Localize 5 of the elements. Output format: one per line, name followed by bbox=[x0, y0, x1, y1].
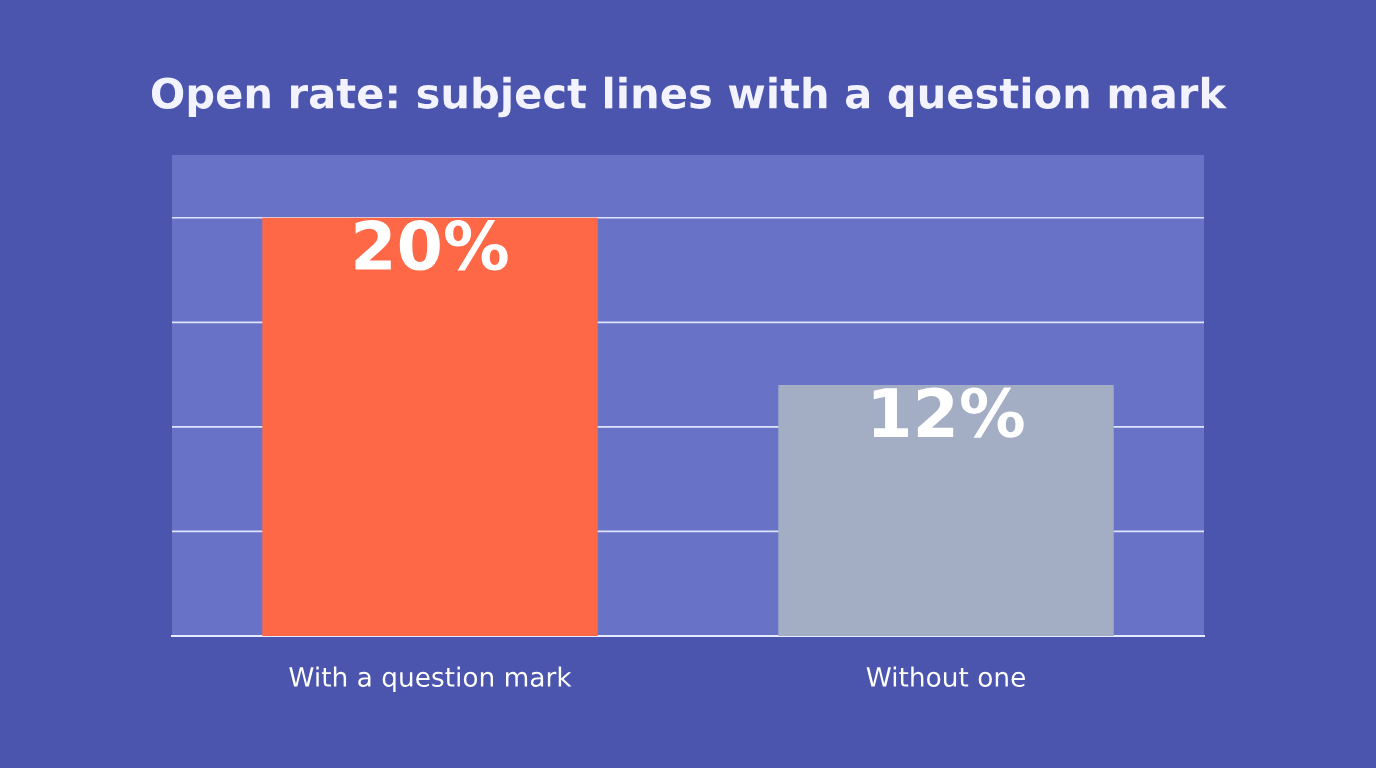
x-tick-label: Without one bbox=[866, 666, 1025, 687]
data-label: 12% bbox=[873, 387, 1024, 438]
chart-title: Open rate: subject lines with a question mark bbox=[151, 76, 1227, 118]
x-tick-label: With a question mark bbox=[289, 666, 572, 693]
data-label: 20% bbox=[355, 220, 508, 271]
